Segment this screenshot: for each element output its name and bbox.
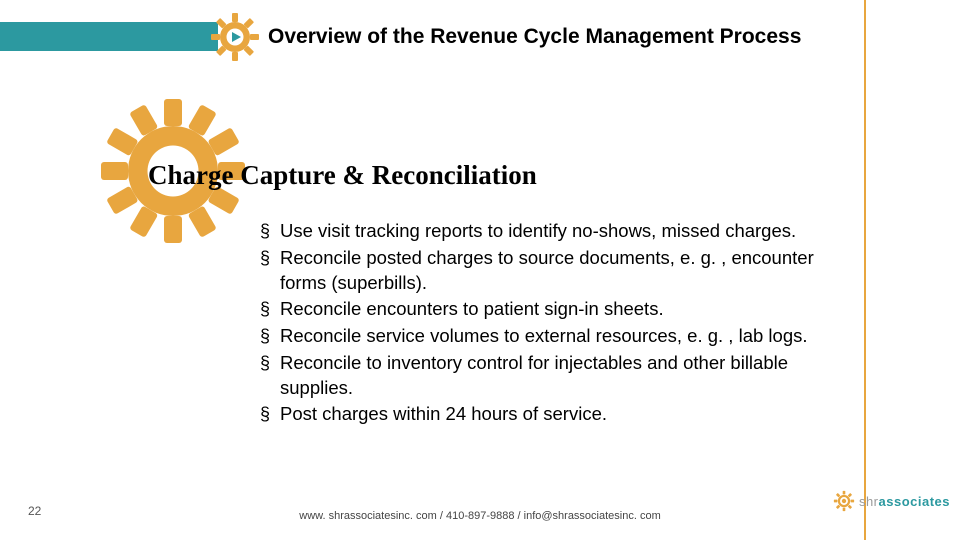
logo-text-grey: shr [859,494,879,509]
logo-text-blue: associates [879,494,951,509]
header-accent-bar [0,22,218,51]
list-item: Use visit tracking reports to identify n… [260,219,820,244]
list-item: Reconcile to inventory control for injec… [260,351,820,401]
section-heading: Charge Capture & Reconciliation [148,160,537,191]
bullet-list: Use visit tracking reports to identify n… [260,219,820,429]
list-item: Post charges within 24 hours of service. [260,402,820,427]
company-logo: shrassociates [833,490,950,512]
gear-small-icon [210,12,260,62]
logo-text: shrassociates [859,494,950,509]
list-item: Reconcile encounters to patient sign-in … [260,297,820,322]
slide: Overview of the Revenue Cycle Management… [0,0,960,540]
list-item: Reconcile posted charges to source docum… [260,246,820,296]
right-vertical-divider [864,0,866,540]
gear-logo-icon [833,490,855,512]
slide-title: Overview of the Revenue Cycle Management… [268,25,801,49]
footer-text: www. shrassociatesinc. com / 410-897-988… [0,510,960,522]
list-item: Reconcile service volumes to external re… [260,324,820,349]
